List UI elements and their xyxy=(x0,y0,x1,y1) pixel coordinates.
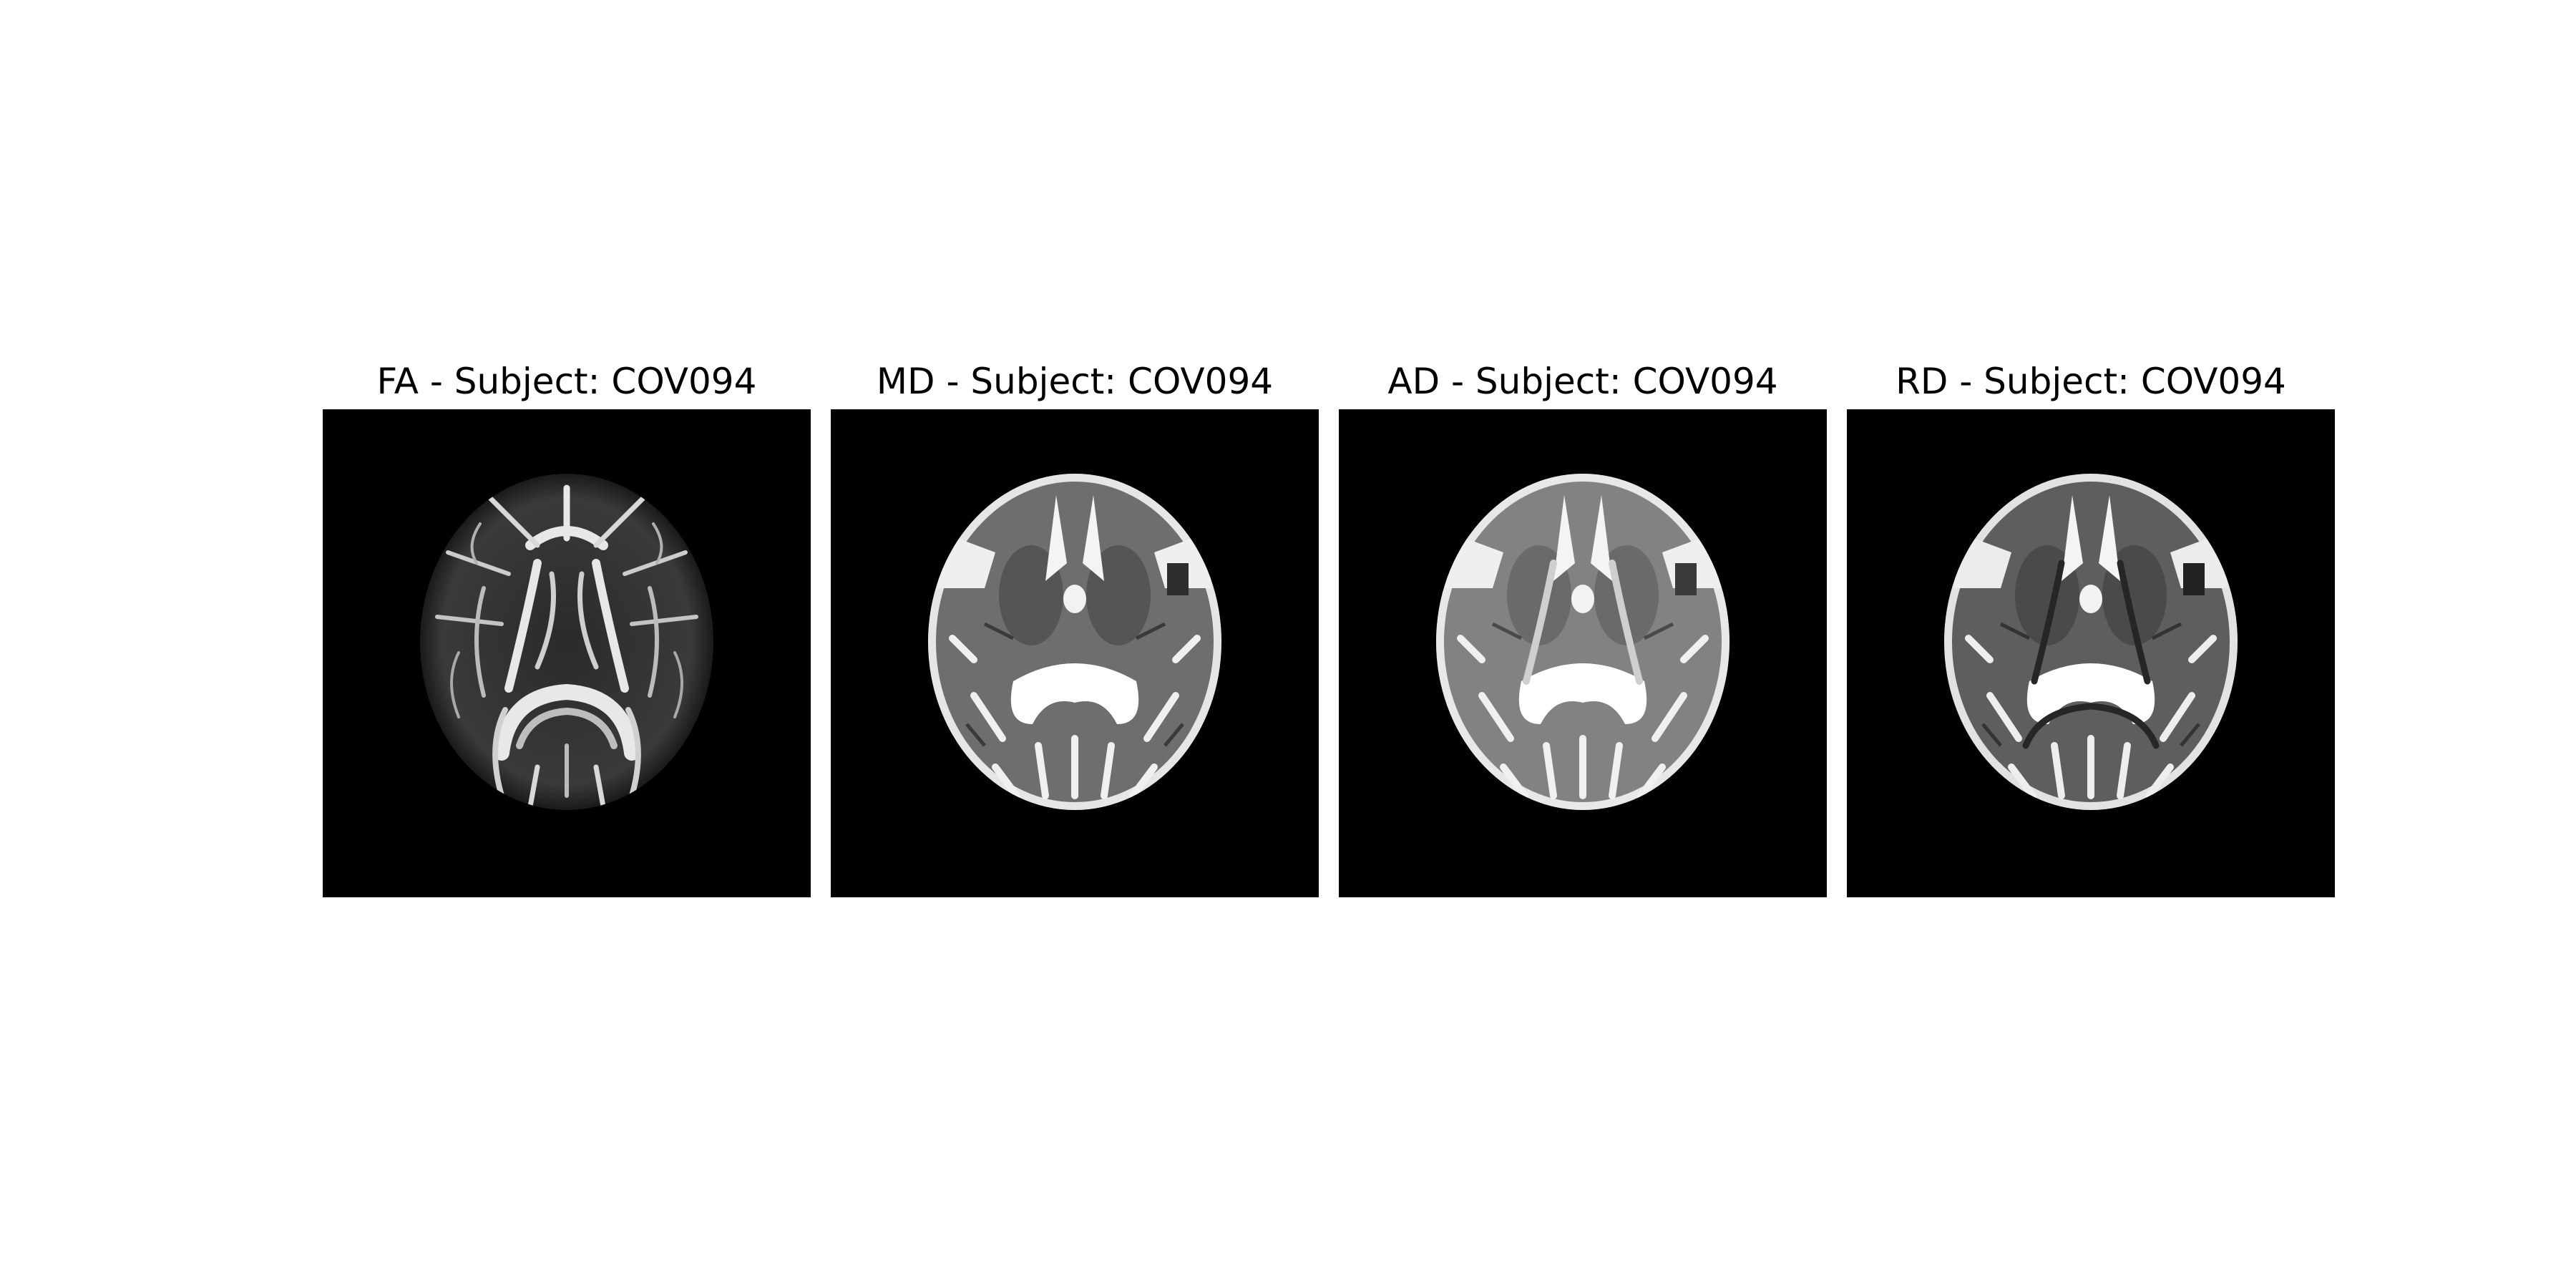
md-map-image xyxy=(831,409,1319,897)
fa-map-image xyxy=(323,409,811,897)
md-brain-slice xyxy=(928,474,1221,810)
ad-map-image xyxy=(1339,409,1827,897)
rd-brain-slice xyxy=(1944,474,2238,810)
rd-map-image xyxy=(1847,409,2335,897)
panel-title-fa: FA - Subject: COV094 xyxy=(376,361,757,402)
panel-title-ad: AD - Subject: COV094 xyxy=(1387,361,1778,402)
panel-title-rd: RD - Subject: COV094 xyxy=(1896,361,2286,402)
panel-title-md: MD - Subject: COV094 xyxy=(876,361,1274,402)
ad-brain-slice xyxy=(1436,474,1729,810)
fa-brain-slice xyxy=(420,474,713,810)
